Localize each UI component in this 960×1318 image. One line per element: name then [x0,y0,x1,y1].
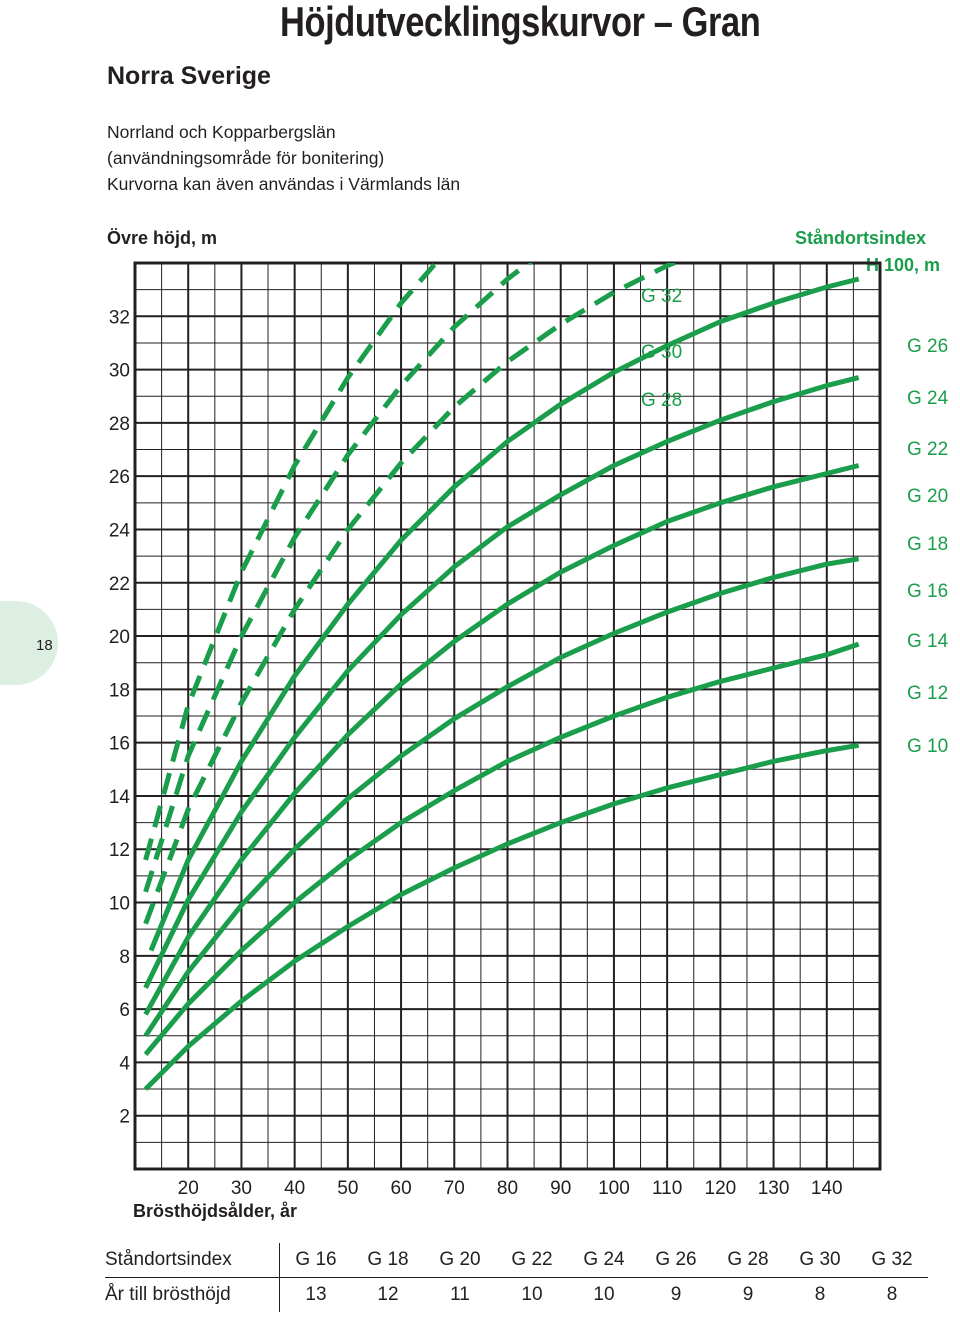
table-cell: 12 [377,1284,399,1305]
curve-label: G 16 [907,581,948,602]
x-tick-label: 110 [652,1178,682,1199]
x-tick-label: 120 [705,1178,737,1199]
table-cell: 13 [305,1284,327,1305]
legend-subtitle: H 100, m [866,255,941,275]
y-tick-label: 8 [119,947,130,968]
site-index-table: Ståndortsindex G 16 G 18 G 20 G 22 G 24 … [105,1243,928,1312]
y-tick-label: 10 [109,894,130,915]
curve-label: G 24 [907,388,949,409]
y-tick-label: 22 [109,574,130,595]
y-tick-label: 14 [109,787,131,808]
y-tick-label: 20 [109,627,130,648]
series-line-g-18 [143,375,860,989]
y-tick-label: 30 [109,361,130,382]
table-cell: G 26 [640,1243,712,1278]
table-row-label: År till brösthöjd [105,1277,280,1312]
region-title: Norra Sverige [107,62,271,90]
legend-title: Ståndortsindex [795,228,927,248]
x-tick-label: 140 [811,1178,843,1199]
y-tick-label: 4 [119,1053,130,1074]
table-cell: 11 [450,1284,470,1305]
x-tick-label: 40 [284,1178,305,1199]
table-cell: G 22 [496,1243,568,1278]
x-axis-label: Brösthöjdsålder, år [133,1201,298,1221]
curve-label: G 30 [641,342,682,363]
y-tick-label: 28 [109,414,130,435]
curve-label: G 26 [907,336,948,357]
y-axis-label: Övre höjd, m [107,228,218,248]
description-line-3: Kurvorna kan även användas i Värmlands l… [107,174,461,194]
table-cell: 8 [814,1284,826,1305]
curve-label: G 32 [641,286,682,307]
y-tick-label: 12 [109,840,130,861]
series-line-g-22 [143,263,681,925]
curve-label: G 10 [907,736,948,757]
curve-label: G 28 [641,390,682,411]
table-cell: G 24 [568,1243,640,1278]
curve-label: G 14 [907,631,949,652]
page-number: 18 [36,637,53,654]
x-tick-label: 70 [444,1178,465,1199]
curve-label: G 20 [907,486,948,507]
series-line-g-24 [143,263,533,893]
x-tick-label: 50 [337,1178,358,1199]
curve-label: G 12 [907,683,948,704]
series-line-g-14 [143,556,860,1038]
series-line-g-26 [143,263,440,861]
x-tick-label: 20 [178,1178,199,1199]
table-row-label: Ståndortsindex [105,1243,280,1278]
y-tick-label: 32 [109,307,130,328]
y-tick-label: 24 [109,520,131,541]
table-row-years: År till brösthöjd 13 12 11 10 10 9 9 8 8 [105,1277,928,1312]
curve-label: G 22 [907,439,948,460]
y-tick-label: 18 [109,680,130,701]
x-tick-label: 80 [497,1178,518,1199]
x-tick-label: 100 [598,1178,630,1199]
series-line-g-20 [148,276,860,952]
table-cell: G 16 [279,1243,352,1278]
x-tick-label: 30 [231,1178,252,1199]
plot-frame [133,261,882,1171]
description-line-1: Norrland och Kopparbergslän [107,122,336,142]
series-line-g-10 [143,742,860,1091]
y-tick-label: 16 [109,734,130,755]
series-line-g-12 [143,641,860,1057]
series-line-g-16 [143,463,860,1016]
table-row-site-index: Ståndortsindex G 16 G 18 G 20 G 22 G 24 … [105,1243,928,1278]
page-title: Höjdutvecklingskurvor – Gran [280,0,761,45]
table-cell: G 28 [712,1243,784,1278]
x-tick-label: 130 [758,1178,790,1199]
table-cell: 8 [886,1284,898,1305]
table-cell: 9 [742,1284,754,1305]
x-tick-label: 90 [550,1178,571,1199]
table-cell: G 30 [784,1243,856,1278]
table-cell: G 32 [856,1243,928,1278]
table-cell: 10 [521,1284,543,1305]
table-cell: G 20 [424,1243,496,1278]
table-cell: G 18 [352,1243,424,1278]
y-tick-label: 26 [109,467,130,488]
table-cell: 9 [670,1284,682,1305]
description-line-2: (användningsområde för bonitering) [107,148,385,168]
table-cell: 10 [593,1284,615,1305]
y-tick-label: 6 [119,1000,130,1021]
curve-label: G 18 [907,534,948,555]
y-tick-label: 2 [119,1107,130,1128]
x-tick-label: 60 [391,1178,412,1199]
